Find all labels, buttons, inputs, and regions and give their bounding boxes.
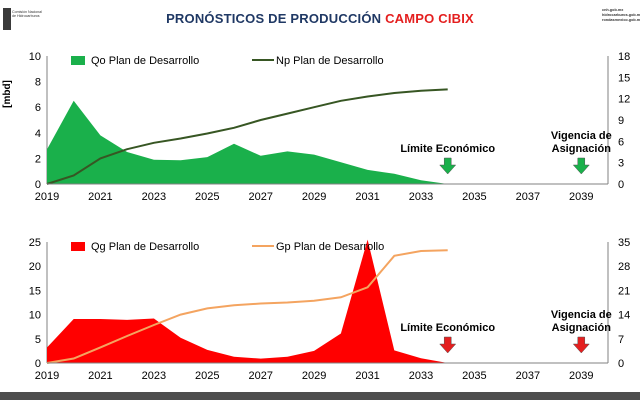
x-tick-label: 2039 <box>569 191 593 203</box>
x-tick-label: 2033 <box>409 191 433 203</box>
x-tick-label: 2031 <box>355 191 379 203</box>
website-link[interactable]: hidrocarburos.gob.mx <box>602 13 640 17</box>
x-tick-label: 2035 <box>462 370 486 382</box>
annotation-label: Asignación <box>552 322 612 334</box>
y2-tick-label: 7 <box>618 334 624 346</box>
x-tick-label: 2039 <box>569 370 593 382</box>
legend-label: Qg Plan de Desarrollo <box>91 241 199 253</box>
annotation-label: Asignación <box>552 143 612 155</box>
x-tick-label: 2021 <box>88 370 112 382</box>
x-tick-label: 2027 <box>248 191 272 203</box>
line-series <box>46 249 448 364</box>
legend-swatch <box>71 242 85 251</box>
y-tick-label: 15 <box>29 285 41 297</box>
x-tick-label: 2029 <box>302 370 326 382</box>
y-tick-label: 2 <box>35 153 41 165</box>
y-tick-label: 10 <box>29 310 41 322</box>
page-title: PRONÓSTICOS DE PRODUCCIÓN CAMPO CIBIX <box>0 11 640 26</box>
y2-tick-label: 0 <box>618 179 624 191</box>
y-tick-label: 0 <box>35 179 41 191</box>
x-tick-label: 2033 <box>409 370 433 382</box>
y-tick-label: 25 <box>29 237 41 249</box>
annotation-label: Límite Económico <box>400 143 495 155</box>
x-tick-label: 2019 <box>35 370 59 382</box>
y-axis-label: [mbd] <box>2 80 13 108</box>
down-arrow-icon <box>572 336 590 354</box>
y-tick-label: 8 <box>35 77 41 89</box>
cnh-logo-text: Comisión Nacional de Hidrocarburos <box>12 10 42 19</box>
website-link[interactable]: cnh.gob.mx <box>602 8 624 12</box>
y2-tick-label: 28 <box>618 261 630 273</box>
page-header: Comisión Nacional de Hidrocarburos PRONÓ… <box>0 0 640 38</box>
annotation-label: Límite Económico <box>400 322 495 334</box>
y-tick-label: 10 <box>29 51 41 63</box>
y2-tick-label: 14 <box>618 310 630 322</box>
y-tick-label: 6 <box>35 102 41 114</box>
y2-tick-label: 18 <box>618 51 630 63</box>
website-link[interactable]: rondasmexico.gob.mx <box>602 18 640 22</box>
y2-tick-label: 6 <box>618 136 624 148</box>
x-tick-label: 2031 <box>355 370 379 382</box>
annotation-label: Vigencia de <box>551 309 612 321</box>
y-tick-label: 0 <box>35 358 41 370</box>
x-tick-label: 2035 <box>462 191 486 203</box>
area-series <box>47 239 448 363</box>
x-tick-label: 2025 <box>195 370 219 382</box>
y2-tick-label: 21 <box>618 285 630 297</box>
area-series <box>47 100 448 184</box>
y2-tick-label: 9 <box>618 115 624 127</box>
x-tick-label: 2029 <box>302 191 326 203</box>
page-title-main: PRONÓSTICOS DE PRODUCCIÓN <box>166 11 382 26</box>
down-arrow-icon <box>439 157 457 175</box>
legend-swatch <box>71 56 85 65</box>
y2-tick-label: 3 <box>618 158 624 170</box>
y-tick-label: 4 <box>35 128 41 140</box>
annotation-label: Vigencia de <box>551 130 612 142</box>
website-links: cnh.gob.mx hidrocarburos.gob.mx rondasme… <box>602 8 640 23</box>
legend-label: Np Plan de Desarrollo <box>276 55 384 67</box>
x-tick-label: 2023 <box>142 191 166 203</box>
oil-forecast-chart: 0 2 4 6 8 10 [mbd] 0 3 6 9 12 15 18 2019 2021 2023 2025 20… <box>2 51 630 203</box>
y-tick-label: 5 <box>35 334 41 346</box>
legend-label: Qo Plan de Desarrollo <box>91 55 199 67</box>
y2-tick-label: 12 <box>618 94 630 106</box>
page-title-field: CAMPO CIBIX <box>385 11 474 26</box>
footer-bar <box>0 392 640 400</box>
x-tick-label: 2023 <box>142 370 166 382</box>
cnh-logo-mark <box>3 8 11 30</box>
line-series <box>46 88 448 185</box>
y2-tick-label: 15 <box>618 72 630 84</box>
y2-tick-label: 35 <box>618 237 630 249</box>
cnh-logo: Comisión Nacional de Hidrocarburos <box>0 2 46 36</box>
down-arrow-icon <box>572 157 590 175</box>
x-tick-label: 2025 <box>195 191 219 203</box>
x-tick-label: 2037 <box>516 370 540 382</box>
y-tick-label: 20 <box>29 261 41 273</box>
x-tick-label: 2037 <box>516 191 540 203</box>
x-tick-label: 2027 <box>248 370 272 382</box>
x-tick-label: 2019 <box>35 191 59 203</box>
legend-label: Gp Plan de Desarrollo <box>276 241 384 253</box>
x-tick-label: 2021 <box>88 191 112 203</box>
down-arrow-icon <box>439 336 457 354</box>
y2-tick-label: 0 <box>618 358 624 370</box>
